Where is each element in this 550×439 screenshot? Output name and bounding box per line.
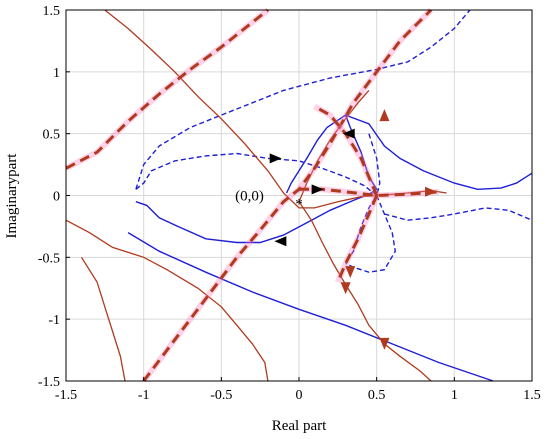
series-line-red-dashed [313, 105, 379, 197]
series-line-red-solid [298, 89, 370, 202]
x-tick-label: -0.5 [210, 388, 232, 403]
y-tick-label: 0 [53, 190, 60, 205]
series-line-blue-dashed [384, 207, 533, 221]
series-line-blue-solid [127, 231, 494, 382]
direction-arrow [342, 128, 355, 139]
x-tick-label: 0 [296, 388, 303, 403]
x-tick-label: 1 [451, 388, 458, 403]
direction-arrow [274, 236, 287, 247]
x-tick-label: 0.5 [368, 388, 386, 403]
y-tick-label: 1.5 [43, 4, 61, 19]
series-line-blue-solid [345, 114, 533, 191]
y-tick-label: -0.5 [38, 251, 60, 266]
direction-arrow [345, 266, 356, 279]
y-tick-label: 0.5 [43, 128, 61, 143]
arrow-group [269, 109, 438, 350]
series-line-red-solid [65, 219, 269, 382]
origin-star-marker: * [295, 197, 303, 213]
direction-arrow [379, 337, 390, 350]
series-line-blue-dashed [135, 152, 378, 264]
direction-arrow [340, 282, 351, 295]
y-tick-label: 1 [53, 66, 60, 81]
y-tick-label: -1.5 [38, 375, 60, 390]
x-tick-label: 1.5 [523, 388, 541, 403]
origin-label: (0,0) [235, 189, 264, 205]
y-tick-label: -1 [48, 313, 60, 328]
series-line-blue-dashed [135, 9, 471, 190]
direction-arrow [379, 109, 390, 122]
y-axis-label: Imaginarypart [4, 153, 20, 239]
x-axis-label: Real part [272, 418, 327, 434]
direction-arrow [425, 186, 438, 197]
series-line-blue-dashed [368, 133, 381, 196]
series-line-red-dashed [336, 194, 379, 283]
y-axis-ticks: 1.5 1 0.5 0 -0.5 -1 -1.5 [38, 4, 70, 390]
x-tick-label: -1 [138, 388, 150, 403]
direction-arrow [311, 184, 324, 195]
x-axis-ticks: -1.5 -1 -0.5 0 0.5 1 1.5 [55, 377, 541, 403]
series-line-red-dashed [142, 8, 433, 382]
annotations: (0,0) * [235, 189, 303, 213]
x-tick-label: -1.5 [55, 388, 77, 403]
series-halo [64, 7, 270, 171]
series-line-red-solid [298, 201, 432, 382]
series-line-red-solid [80, 256, 126, 382]
direction-arrow [269, 153, 282, 164]
